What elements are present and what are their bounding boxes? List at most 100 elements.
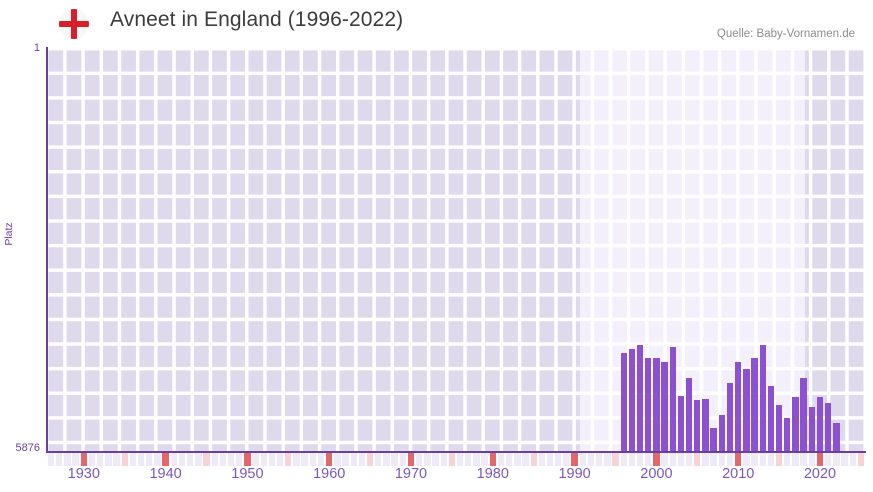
year-marker [236,453,243,466]
x-axis-line [46,451,866,453]
x-axis-tick-label: 2000 [640,466,673,482]
year-marker [661,453,668,466]
bar [735,362,742,452]
bar [677,396,685,452]
bar [620,352,627,452]
year-marker [522,453,529,466]
year-marker [579,453,586,466]
year-marker [293,453,300,466]
bar [800,377,807,452]
year-marker [465,453,472,466]
bar [792,397,799,452]
decade-marker [407,453,415,466]
decade-marker [162,453,169,466]
bar [702,399,709,452]
year-marker [113,453,120,466]
bar [767,386,775,452]
year-marker [710,453,717,466]
year-marker [620,453,627,466]
year-marker [178,453,186,466]
year-marker [105,453,112,466]
x-axis-tick-label: 1990 [558,466,591,482]
x-axis-tick-label: 2020 [803,466,837,482]
year-marker [505,453,513,466]
decade-marker [653,453,660,466]
decade-marker [530,453,537,466]
year-marker [227,453,235,466]
bar [759,345,766,452]
year-marker [432,453,439,466]
chart-title: Avneet in England (1996-2022) [110,8,404,31]
year-marker [604,453,611,466]
x-axis-tick-label: 1960 [313,466,346,482]
year-marker [350,453,357,466]
year-marker [456,453,464,466]
bar [833,422,840,452]
year-marker [759,453,766,466]
decade-marker [571,453,578,466]
bar [825,402,832,452]
year-marker [473,453,480,466]
bar [661,361,668,452]
bar [653,357,660,452]
year-marker [301,453,308,466]
year-marker [636,453,644,466]
x-axis-tick-label: 1930 [67,466,100,482]
x-axis-tick-label: 1980 [476,466,509,482]
year-marker [424,453,431,466]
year-marker [849,453,856,466]
year-marker [88,453,96,466]
bar [726,383,734,452]
plot-area [47,49,865,452]
year-marker [538,453,546,466]
year-marker [546,453,554,466]
decade-marker [612,453,619,466]
y-axis-title: Platz [3,222,15,246]
bar [636,345,644,452]
year-marker [481,453,488,466]
year-marker [211,453,218,466]
year-marker [685,453,693,466]
decade-marker [366,453,374,466]
year-marker [514,453,521,466]
year-marker [833,453,840,466]
year-marker [767,453,775,466]
england-flag-icon [59,9,89,39]
decade-marker [285,453,292,466]
year-marker [317,453,325,466]
year-marker [129,453,137,466]
x-axis-tick-label: 2010 [722,466,755,482]
year-marker [96,453,104,466]
year-marker [64,453,71,466]
bar [645,357,652,452]
year-marker [268,453,276,466]
year-marker [718,453,726,466]
year-marker [669,453,676,466]
chart-header: Avneet in England (1996-2022) Quelle: Ba… [0,0,873,46]
decade-marker [80,453,87,466]
x-axis-tick-label: 1970 [394,466,428,482]
year-marker [252,453,259,466]
year-marker [342,453,349,466]
year-marker [383,453,390,466]
chart-source: Quelle: Baby-Vornamen.de [716,28,855,40]
year-marker [309,453,317,466]
x-axis-tick-label: 1950 [231,466,264,482]
year-marker [440,453,447,466]
bar [775,404,783,452]
year-marker [792,453,799,466]
year-marker [416,453,423,466]
year-marker [195,453,202,466]
decade-marker [203,453,210,466]
year-marker [276,453,284,466]
year-marker [563,453,570,466]
year-marker [595,453,603,466]
decade-marker [244,453,251,466]
bar [743,368,750,452]
bar [816,396,824,452]
bar [710,427,717,452]
year-marker [154,453,161,466]
year-marker [260,453,267,466]
year-marker [72,453,79,466]
bar [685,377,693,452]
